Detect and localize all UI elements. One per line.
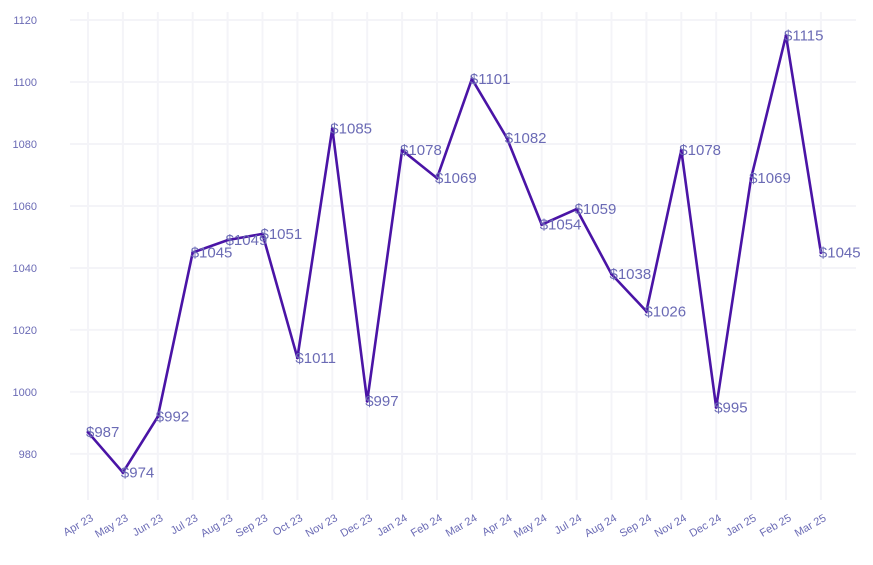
- x-tick-label: Jul 24: [553, 512, 584, 537]
- y-tick-label: 1020: [13, 325, 37, 337]
- data-point: [86, 430, 90, 434]
- x-tick-label: Mar 24: [444, 512, 480, 540]
- x-tick-label: Aug 23: [199, 512, 235, 540]
- data-label: $1069: [749, 170, 791, 187]
- data-label: $1082: [505, 130, 547, 147]
- data-label: $1059: [575, 201, 617, 218]
- x-tick-label: May 24: [512, 512, 549, 540]
- data-label: $1011: [295, 350, 336, 367]
- data-point: [435, 176, 439, 180]
- data-point: [644, 309, 648, 313]
- data-point: [365, 399, 369, 403]
- x-tick-label: Dec 23: [339, 512, 375, 540]
- y-tick-label: 1080: [13, 139, 37, 151]
- x-tick-label: Mar 25: [793, 512, 829, 540]
- series-group: [86, 33, 823, 475]
- x-tick-label: Jan 25: [724, 512, 759, 539]
- data-point: [610, 272, 613, 276]
- data-point: [400, 148, 404, 152]
- data-point: [261, 232, 264, 236]
- y-axis: 980 1000 1020 1040 1060 1080 1100 1120: [13, 15, 37, 461]
- data-label: $1051: [261, 226, 303, 243]
- data-label: $1101: [470, 71, 511, 88]
- data-label: $1026: [644, 303, 686, 320]
- data-point: [121, 471, 125, 475]
- data-label: $997: [365, 393, 398, 410]
- data-point: [575, 207, 579, 211]
- x-tick-label: Sep 24: [618, 512, 654, 540]
- data-point: [191, 250, 195, 254]
- data-label: $1078: [400, 142, 442, 159]
- data-point: [295, 356, 299, 360]
- x-tick-label: Jun 23: [131, 512, 166, 539]
- data-point: [540, 223, 544, 227]
- data-point: [749, 176, 753, 180]
- data-point: [156, 415, 160, 419]
- y-tick-label: 1120: [13, 15, 37, 27]
- data-label: $1045: [819, 244, 861, 261]
- x-tick-label: Apr 24: [480, 512, 514, 539]
- data-point: [505, 136, 509, 140]
- x-tick-label: Feb 24: [409, 512, 445, 540]
- data-label: $1038: [610, 266, 652, 283]
- data-point: [714, 405, 718, 409]
- y-tick-label: 1100: [13, 77, 37, 89]
- x-tick-label: Apr 23: [61, 512, 95, 539]
- data-label: $1115: [784, 27, 824, 44]
- data-label: $974: [121, 465, 154, 482]
- x-tick-label: Jul 23: [169, 512, 200, 537]
- y-tick-label: 1040: [13, 263, 37, 275]
- x-tick-label: Jan 24: [375, 512, 410, 539]
- data-labels: $987$974$992$1045$1049$1051$1011$1085$99…: [86, 27, 861, 481]
- grid: [70, 12, 856, 500]
- y-tick-label: 980: [19, 449, 37, 461]
- data-point: [330, 126, 334, 130]
- data-label: $1054: [540, 217, 582, 234]
- data-label: $1045: [191, 244, 233, 261]
- x-tick-label: Nov 24: [653, 512, 689, 540]
- x-tick-label: Feb 25: [758, 512, 794, 540]
- data-label: $1085: [330, 120, 372, 137]
- x-tick-label: Dec 24: [688, 512, 724, 540]
- data-point: [226, 238, 230, 242]
- data-point: [470, 77, 474, 81]
- x-tick-label: May 23: [93, 512, 130, 540]
- data-label: $995: [714, 399, 747, 416]
- data-label: $987: [86, 424, 119, 441]
- x-tick-label: Aug 24: [583, 512, 619, 540]
- y-tick-label: 1060: [13, 201, 37, 213]
- data-label: $1078: [679, 142, 721, 159]
- x-tick-label: Sep 23: [234, 512, 270, 540]
- series-line: [86, 35, 823, 475]
- x-tick-label: Oct 23: [271, 512, 305, 539]
- data-point: [679, 148, 683, 152]
- data-label: $1069: [435, 170, 477, 187]
- data-label: $1049: [226, 232, 268, 249]
- data-label: $992: [156, 409, 189, 426]
- data-point: [819, 250, 823, 254]
- data-point: [784, 33, 788, 37]
- x-tick-label: Nov 23: [304, 512, 340, 540]
- y-tick-label: 1000: [13, 387, 37, 399]
